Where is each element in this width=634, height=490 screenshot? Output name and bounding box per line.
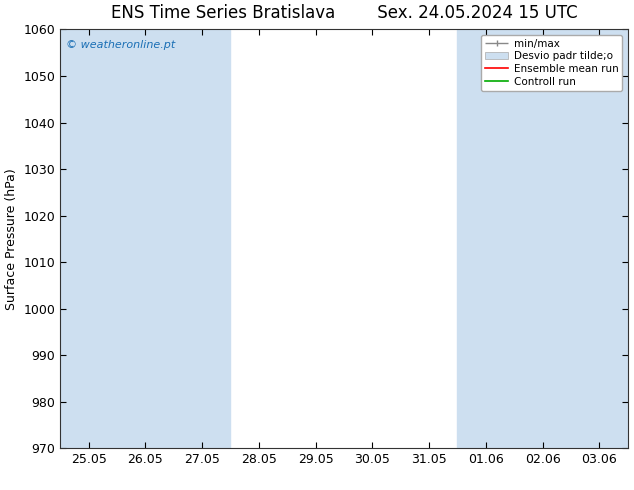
Bar [514,29,571,448]
Text: © weatheronline.pt: © weatheronline.pt [66,40,175,50]
Y-axis label: Surface Pressure (hPa): Surface Pressure (hPa) [5,168,18,310]
Title: ENS Time Series Bratislava        Sex. 24.05.2024 15 UTC: ENS Time Series Bratislava Sex. 24.05.20… [110,4,578,22]
Bar [174,29,231,448]
Bar [117,29,174,448]
Bar [60,29,117,448]
Bar [571,29,628,448]
Legend: min/max, Desvio padr tilde;o, Ensemble mean run, Controll run: min/max, Desvio padr tilde;o, Ensemble m… [481,35,623,91]
Bar [457,29,514,448]
